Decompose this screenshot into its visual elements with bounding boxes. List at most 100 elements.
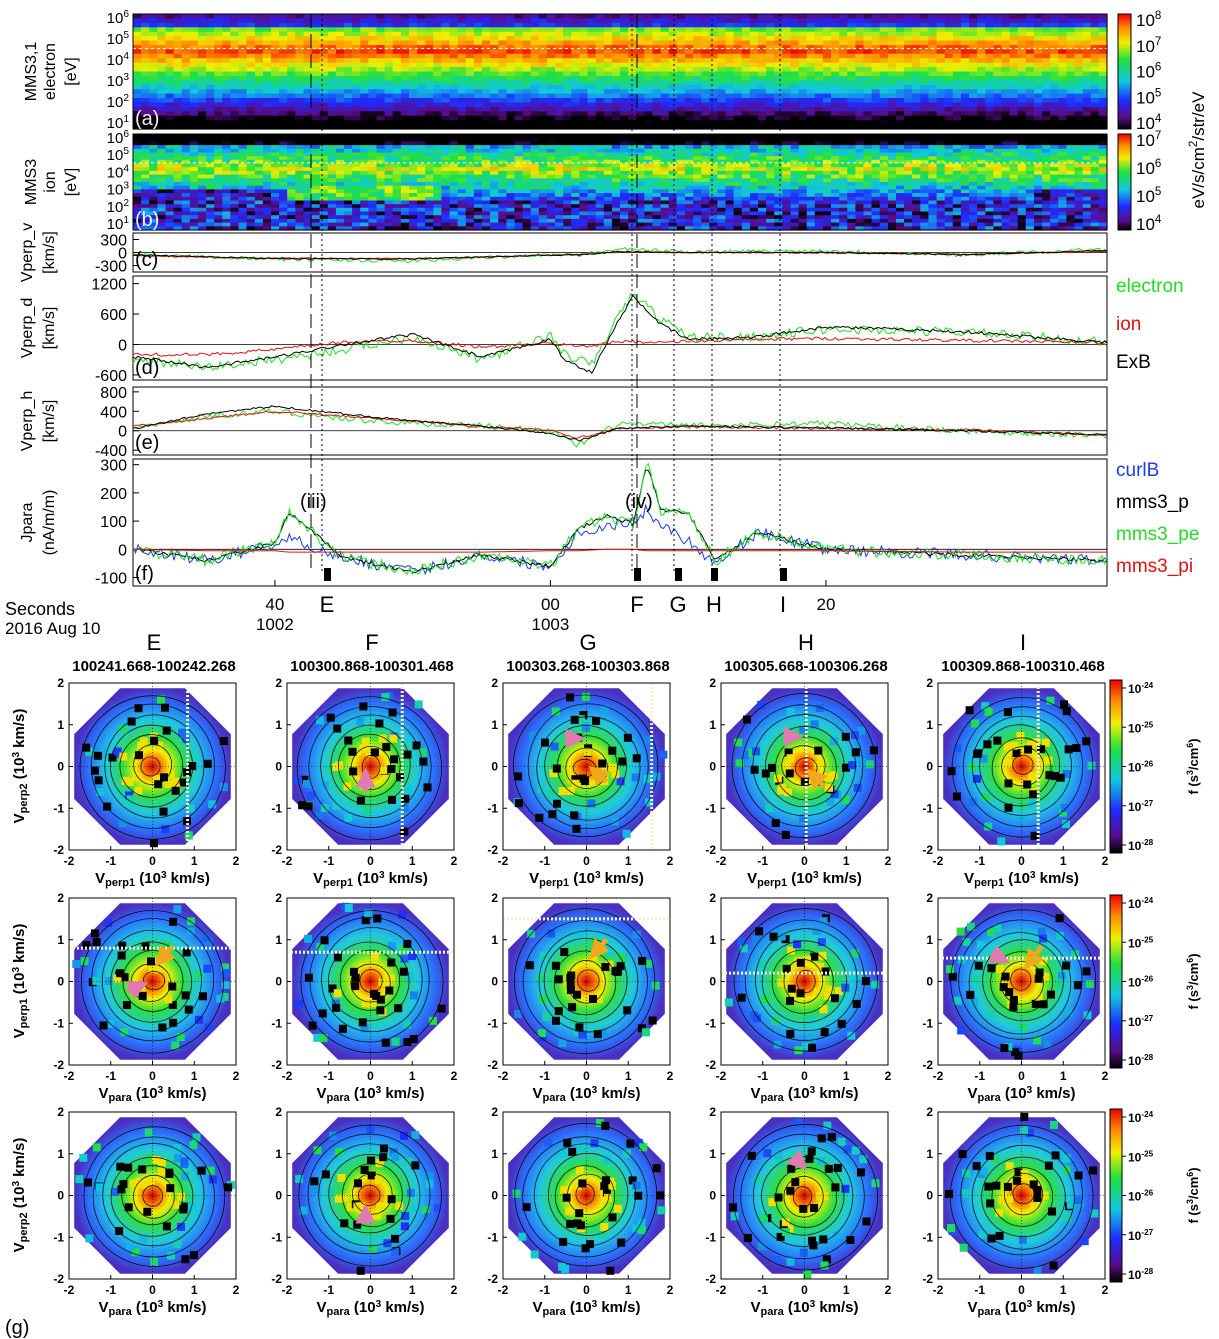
spectrogram-cell xyxy=(725,67,735,73)
spectrogram-cell xyxy=(701,200,710,205)
spectrogram-cell xyxy=(335,189,345,194)
spectrogram-cell xyxy=(952,80,962,86)
spectrogram-cell xyxy=(1066,102,1076,108)
spectrogram-cell xyxy=(360,170,369,176)
spectrogram-cell xyxy=(969,22,978,28)
spectrogram-cell xyxy=(904,27,913,33)
spectrogram-cell xyxy=(335,22,345,28)
spectrogram-cell xyxy=(433,18,442,24)
spectrogram-cell xyxy=(360,31,369,37)
spectrogram-cell xyxy=(246,163,256,168)
spectrogram-cell xyxy=(335,102,345,108)
spectrogram-cell xyxy=(230,207,240,213)
spectrogram-cell xyxy=(985,71,994,77)
spectrogram-cell xyxy=(335,222,345,227)
spectrogram-cell xyxy=(181,163,191,168)
spectrogram-cell xyxy=(465,211,475,216)
spectrogram-cell xyxy=(547,200,556,205)
spectrogram-cell xyxy=(644,196,654,202)
spectrogram-cell xyxy=(303,207,313,213)
spectrogram-cell xyxy=(684,111,694,117)
spectrogram-cell xyxy=(863,67,873,73)
spectrogram-cell xyxy=(271,185,280,190)
spectrogram-cell xyxy=(611,196,621,202)
spectrogram-cell xyxy=(425,148,434,154)
spectrogram-cell xyxy=(879,75,889,81)
spectrogram-cell xyxy=(295,22,304,28)
spectrogram-cell xyxy=(563,163,572,168)
spectrogram-cell xyxy=(465,170,475,176)
spectrogram-cell xyxy=(400,27,410,33)
spectrogram-cell xyxy=(392,27,402,33)
spectrogram-cell xyxy=(676,31,686,37)
spectrogram-cell xyxy=(790,62,800,68)
spectrogram-cell xyxy=(766,120,775,126)
spectrogram-cell xyxy=(985,67,994,73)
spectrogram-cell xyxy=(1090,115,1100,121)
spectrogram-cell xyxy=(214,27,223,33)
spectrogram-cell xyxy=(579,58,589,64)
spectrogram-cell xyxy=(701,115,710,121)
spectrogram-cell xyxy=(587,49,597,55)
spectrogram-cell xyxy=(904,18,913,24)
spectrogram-cell xyxy=(684,58,694,64)
spectrogram-cell xyxy=(814,93,824,99)
spectrogram-cell xyxy=(230,80,240,86)
spectrogram-cell xyxy=(279,222,288,227)
spectrogram-cell xyxy=(311,170,321,176)
spectrogram-cell xyxy=(133,218,142,224)
spectrogram-cell xyxy=(449,31,459,37)
spectrogram-cell xyxy=(246,207,256,213)
spectrogram-cell xyxy=(149,226,158,231)
spectrogram-cell xyxy=(360,226,369,231)
spectrogram-cell xyxy=(449,193,459,198)
spectrogram-cell xyxy=(563,204,572,209)
spectrogram-cell xyxy=(368,98,378,103)
spectrogram-cell xyxy=(603,145,613,150)
spectrogram-cell xyxy=(1009,120,1019,126)
spectrogram-cell xyxy=(311,124,321,130)
spectrogram-cell xyxy=(287,156,296,161)
spectrogram-cell xyxy=(741,22,751,28)
spectrogram-cell xyxy=(279,80,288,86)
spectrogram-cell xyxy=(360,115,369,121)
spectrogram-cell xyxy=(303,159,313,165)
spectrogram-cell xyxy=(571,49,580,55)
spectrogram-cell xyxy=(1034,71,1043,77)
spectrogram-cell xyxy=(433,182,442,187)
spectrogram-cell xyxy=(587,75,597,81)
spectrogram-cell xyxy=(668,27,678,33)
spectrogram-cell xyxy=(514,167,524,172)
spectrogram-cell xyxy=(222,156,231,161)
spectrogram-cell xyxy=(620,71,629,77)
spectrogram-cell xyxy=(620,211,629,216)
spectrogram-cell xyxy=(644,84,654,90)
spectrogram-cell xyxy=(303,156,313,161)
spectrogram-cell xyxy=(676,45,686,50)
spectrogram-cell xyxy=(603,58,613,64)
spectrogram-cell xyxy=(368,106,378,112)
spectrogram-cell xyxy=(555,111,564,117)
spectrogram-cell xyxy=(855,89,865,95)
spectrogram-cell xyxy=(173,102,183,108)
spectrogram-cell xyxy=(766,75,775,81)
spectrogram-cell xyxy=(271,196,280,202)
spectrogram-cell xyxy=(425,84,434,90)
spectrogram-cell xyxy=(555,152,564,157)
spectrogram-cell xyxy=(141,211,150,216)
spectrogram-cell xyxy=(774,31,783,37)
spectrogram-cell xyxy=(214,93,223,99)
spectrogram-cell xyxy=(660,196,670,202)
spectrogram-cell xyxy=(928,93,938,99)
spectrogram-cell xyxy=(141,22,150,28)
spectrogram-cell xyxy=(271,159,280,165)
spectrogram-cell xyxy=(530,193,540,198)
spectrogram-cell xyxy=(538,93,548,99)
spectrogram-cell xyxy=(652,89,662,95)
spectrogram-cell xyxy=(327,182,337,187)
spectrogram-cell xyxy=(522,134,532,139)
spectrogram-cell xyxy=(295,167,304,172)
spectrogram-cell xyxy=(538,22,548,28)
spectrogram-cell xyxy=(384,182,394,187)
spectrogram-cell xyxy=(133,163,142,168)
